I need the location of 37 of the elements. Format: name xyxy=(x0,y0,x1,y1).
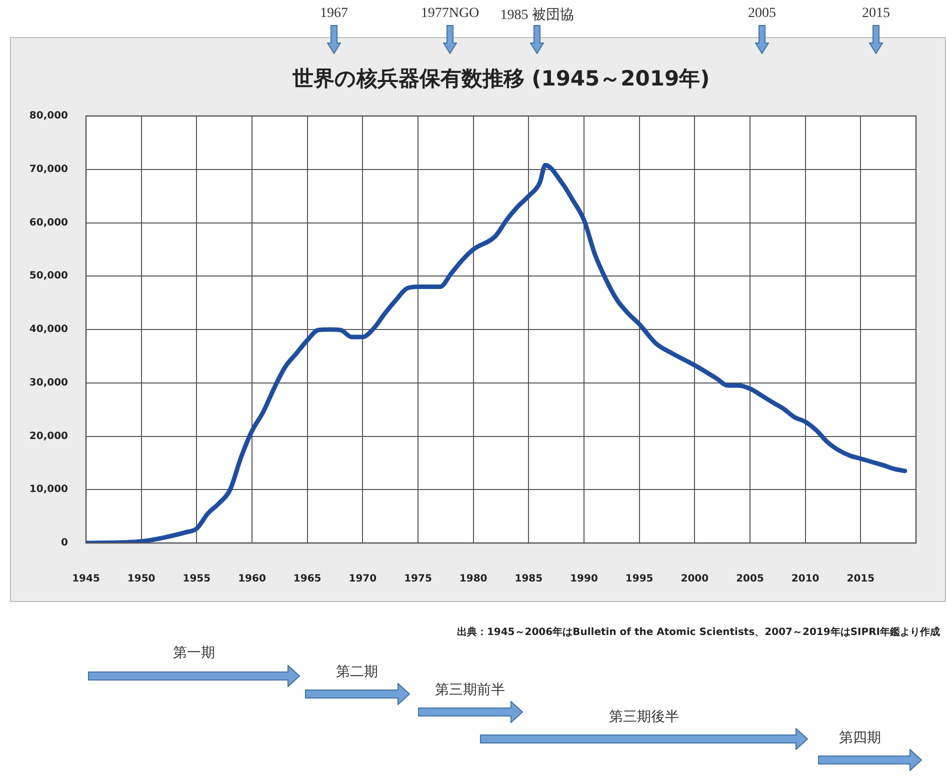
y-tick-label: 70,000 xyxy=(29,164,68,175)
x-tick-label: 1990 xyxy=(570,574,598,585)
source-note: 出典：1945～2006年はBulletin of the Atomic Scientists、2007～2019年はSIPRI年鑑より作成 xyxy=(456,626,940,639)
text: 2015 xyxy=(862,6,890,22)
text: 第二期 xyxy=(336,664,378,681)
x-tick-label: 1975 xyxy=(404,574,432,585)
x-tick-label: 1985 xyxy=(514,574,543,585)
x-tick-label: 2000 xyxy=(680,574,709,585)
text: 第四期 xyxy=(839,730,881,747)
text: 第一期 xyxy=(173,644,215,662)
x-tick-label: 1945 xyxy=(72,574,100,585)
x-tick-label: 1950 xyxy=(127,574,156,585)
y-tick-label: 60,000 xyxy=(29,217,68,228)
y-tick-label: 30,000 xyxy=(29,377,68,388)
x-tick-label: 1960 xyxy=(238,574,266,585)
line-series xyxy=(86,162,908,543)
text: 1967 xyxy=(320,6,348,22)
x-tick-label: 1965 xyxy=(293,574,322,585)
chart-title: 世界の核兵器保有数推移 (1945～2019年) xyxy=(291,66,710,90)
text: 第三期前半 xyxy=(435,682,505,699)
y-tick-label: 20,000 xyxy=(29,430,68,442)
y-tick-label: 10,000 xyxy=(29,484,68,496)
x-tick-label: 1970 xyxy=(348,574,377,585)
y-tick-label: 80,000 xyxy=(29,110,68,122)
text: 第三期後半 xyxy=(609,708,679,726)
x-tick-label: 1995 xyxy=(625,574,654,585)
text: 1977NGO xyxy=(420,6,480,22)
text: 2005 xyxy=(748,6,776,22)
y-tick-label: 40,000 xyxy=(29,324,68,336)
text: 1985 被団協 xyxy=(500,6,574,24)
x-tick-label: 2015 xyxy=(846,574,875,585)
x-tick-label: 1980 xyxy=(459,574,488,585)
y-tick-label: 50,000 xyxy=(29,270,68,282)
x-tick-label: 1955 xyxy=(182,574,211,585)
x-tick-label: 2005 xyxy=(736,574,764,585)
x-tick-label: 2010 xyxy=(791,574,820,585)
y-tick-label: 0 xyxy=(61,538,68,549)
